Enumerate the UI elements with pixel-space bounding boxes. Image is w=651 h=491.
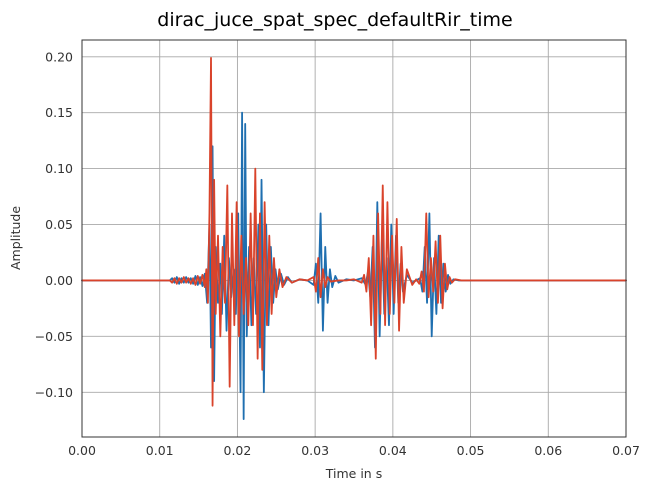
y-tick-label: 0.10 [45, 161, 73, 176]
x-tick-label: 0.01 [146, 443, 174, 458]
grid [81, 40, 627, 437]
x-tick-label: 0.00 [68, 443, 96, 458]
x-tick-label: 0.06 [534, 443, 562, 458]
y-tick-label: −0.10 [35, 385, 73, 400]
y-tick-label: 0.05 [45, 217, 73, 232]
chart-title: dirac_juce_spat_spec_defaultRir_time [157, 9, 512, 31]
x-tick-label: 0.02 [224, 443, 252, 458]
x-axis-label: Time in s [325, 466, 382, 481]
axes-frame [81, 39, 627, 438]
x-tick-label: 0.05 [457, 443, 485, 458]
x-tick-label: 0.03 [301, 443, 329, 458]
x-tick-label: 0.04 [379, 443, 407, 458]
y-tick-label: 0.15 [45, 105, 73, 120]
y-tick-label: 0.00 [45, 273, 73, 288]
series-line-1 [81, 111, 627, 421]
plot-area [81, 56, 627, 421]
x-tick-label: 0.07 [612, 443, 640, 458]
y-tick-label: −0.05 [35, 329, 73, 344]
tick-labels: 0.00 0.01 0.02 0.03 0.04 0.05 0.06 0.07 −0.10 −0.… [35, 49, 640, 458]
y-axis-label: Amplitude [8, 206, 23, 270]
series-line-2 [81, 56, 627, 407]
y-tick-label: 0.20 [45, 49, 73, 64]
